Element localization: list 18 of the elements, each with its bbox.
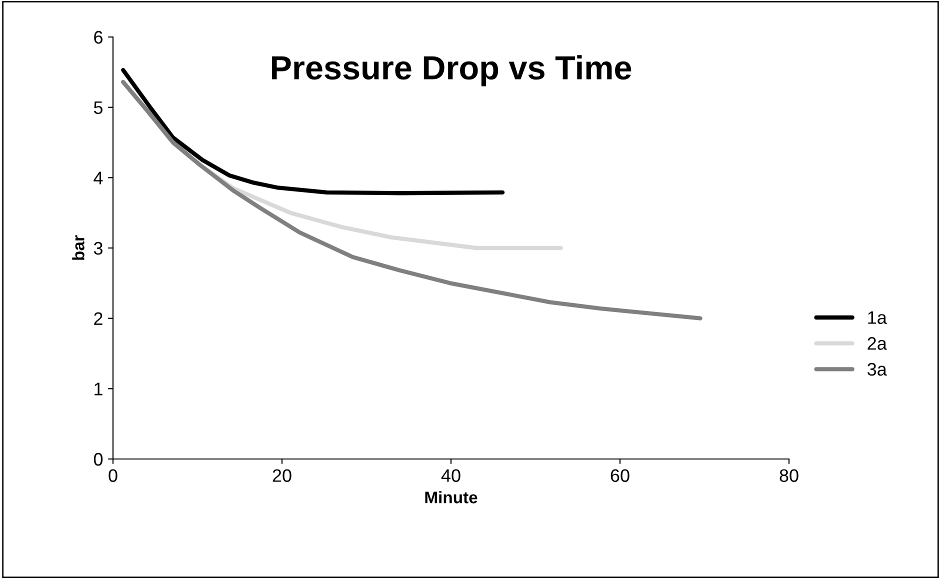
y-tick-label: 4 <box>94 172 103 184</box>
x-axis-title: Minute <box>425 491 478 504</box>
y-axis-title: bar <box>72 235 84 260</box>
legend-label: 1a <box>868 311 887 324</box>
y-tick-label: 1 <box>94 382 102 396</box>
y-tick-label: 2 <box>94 312 102 325</box>
x-tick-label: 0 <box>108 469 118 482</box>
legend-label: 2a <box>868 337 887 350</box>
x-tick-label: 80 <box>780 469 798 482</box>
text: Pressure Drop vs Time <box>272 55 632 86</box>
legend-label: 3a <box>867 362 887 376</box>
y-tick-label: 6 <box>94 30 102 44</box>
x-tick-label: 40 <box>441 469 460 482</box>
x-tick-label: 60 <box>610 469 630 482</box>
y-tick-label: 0 <box>94 452 103 466</box>
y-tick-label: 5 <box>94 101 103 114</box>
x-tick-label: 20 <box>272 469 292 482</box>
y-tick-label: 3 <box>94 242 102 255</box>
